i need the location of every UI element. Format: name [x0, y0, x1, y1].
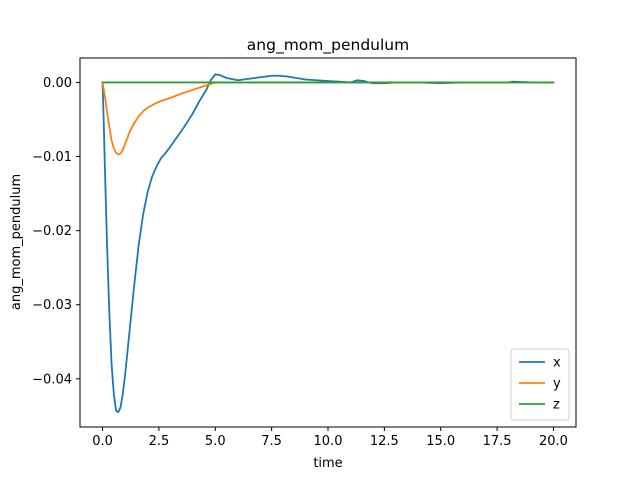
x-tick-label: 15.0 [426, 434, 455, 449]
legend-box [510, 348, 570, 421]
y-axis-label: ang_mom_pendulum [9, 174, 24, 310]
series-layer [101, 73, 555, 414]
x-tick-label: 20.0 [539, 434, 568, 449]
x-tick-label: 0.0 [92, 434, 113, 449]
legend: xyz [510, 348, 570, 421]
x-tick-label: 5.0 [205, 434, 226, 449]
x-tick-label: 10.0 [314, 434, 343, 449]
x-tick-label: 7.5 [261, 434, 282, 449]
legend-label-x: x [553, 356, 561, 371]
y-tick-label: 0.00 [43, 76, 72, 91]
chart-title: ang_mom_pendulum [247, 36, 409, 55]
legend-label-z: z [553, 398, 560, 413]
y-tick-label: −0.03 [32, 298, 72, 313]
axes-layer: 0.0 2.5 5.0 7.5 10.0 12.5 15.0 17.5 20.0 0.00 −0.0… [32, 57, 577, 449]
x-tick-label: 12.5 [370, 434, 399, 449]
y-tick-label: −0.02 [32, 224, 72, 239]
y-tick-label: −0.01 [32, 150, 72, 165]
legend-label-y: y [553, 377, 561, 392]
x-axis-label: time [313, 456, 342, 471]
x-tick-label: 2.5 [149, 434, 170, 449]
x-tick-label: 17.5 [483, 434, 512, 449]
y-tick-label: −0.04 [32, 372, 72, 387]
